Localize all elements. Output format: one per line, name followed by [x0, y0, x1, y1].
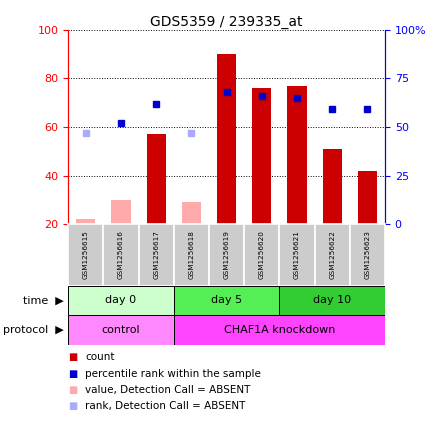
Text: ■: ■: [68, 352, 77, 363]
Bar: [182, 202, 201, 224]
Bar: [244, 224, 279, 286]
Text: control: control: [102, 325, 140, 335]
Text: protocol  ▶: protocol ▶: [3, 325, 64, 335]
Text: ■: ■: [68, 368, 77, 379]
Bar: [279, 224, 315, 286]
Text: GSM1256616: GSM1256616: [118, 231, 124, 279]
Bar: [358, 171, 377, 224]
Bar: [68, 286, 174, 315]
Bar: [174, 286, 279, 315]
Bar: [76, 220, 95, 224]
Text: GSM1256622: GSM1256622: [329, 231, 335, 279]
Text: percentile rank within the sample: percentile rank within the sample: [85, 368, 261, 379]
Text: GDS5359 / 239335_at: GDS5359 / 239335_at: [150, 15, 303, 29]
Text: GSM1256623: GSM1256623: [364, 231, 370, 279]
Text: day 5: day 5: [211, 295, 242, 305]
Text: day 0: day 0: [106, 295, 136, 305]
Text: value, Detection Call = ABSENT: value, Detection Call = ABSENT: [85, 385, 250, 395]
Bar: [279, 286, 385, 315]
Bar: [252, 88, 271, 224]
Text: GSM1256617: GSM1256617: [153, 231, 159, 279]
Bar: [209, 224, 244, 286]
Text: GSM1256618: GSM1256618: [188, 231, 194, 279]
Bar: [350, 224, 385, 286]
Text: ■: ■: [68, 401, 77, 411]
Text: time  ▶: time ▶: [23, 295, 64, 305]
Text: GSM1256619: GSM1256619: [224, 231, 230, 279]
Text: count: count: [85, 352, 114, 363]
Text: CHAF1A knockdown: CHAF1A knockdown: [224, 325, 335, 335]
Bar: [217, 54, 236, 224]
Bar: [147, 134, 166, 224]
Text: GSM1256621: GSM1256621: [294, 231, 300, 279]
Bar: [174, 315, 385, 345]
Text: day 10: day 10: [313, 295, 351, 305]
Text: GSM1256620: GSM1256620: [259, 231, 265, 279]
Bar: [68, 224, 103, 286]
Bar: [103, 224, 139, 286]
Bar: [139, 224, 174, 286]
Text: rank, Detection Call = ABSENT: rank, Detection Call = ABSENT: [85, 401, 245, 411]
Bar: [323, 149, 342, 224]
Text: GSM1256615: GSM1256615: [83, 231, 89, 279]
Text: ■: ■: [68, 385, 77, 395]
Bar: [174, 224, 209, 286]
Bar: [68, 315, 174, 345]
Bar: [315, 224, 350, 286]
Bar: [111, 200, 131, 224]
Bar: [287, 85, 307, 224]
